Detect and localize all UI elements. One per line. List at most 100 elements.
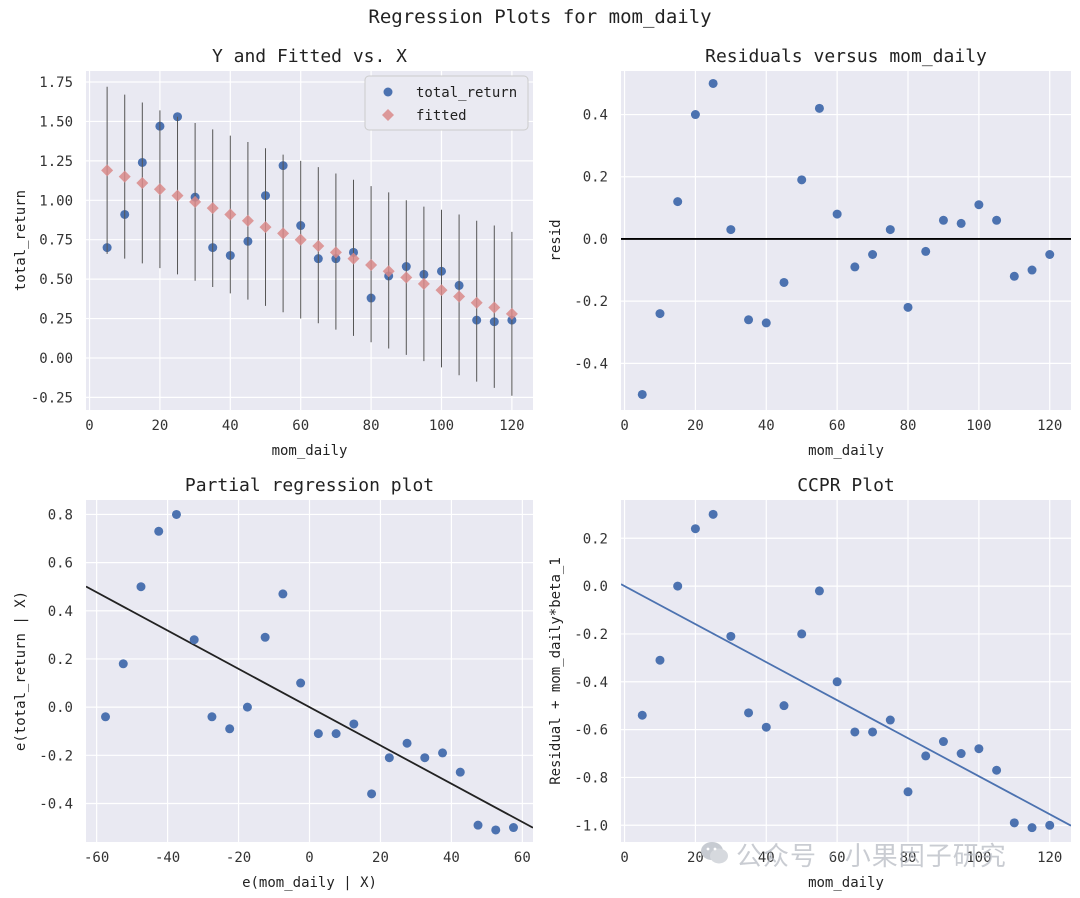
- y-tick-label: 0.25: [39, 312, 73, 328]
- fitted-point: [417, 277, 430, 290]
- data-point: [797, 175, 807, 185]
- y-tick-label: 0.2: [583, 170, 608, 186]
- axes-background: [621, 500, 1071, 842]
- y-tick-label: 0.4: [583, 108, 608, 124]
- data-point: [296, 678, 306, 688]
- fitted-point: [189, 195, 202, 208]
- x-tick-label: -40: [155, 850, 180, 866]
- data-point: [384, 753, 394, 763]
- fitted-point: [224, 208, 237, 221]
- data-point: [491, 825, 501, 835]
- fitted-point: [312, 240, 325, 253]
- data-point: [367, 789, 377, 799]
- x-axis-label: mom_daily: [808, 875, 884, 891]
- y-tick-label: 0.50: [39, 272, 73, 288]
- fitted-point: [347, 252, 360, 265]
- data-point: [101, 712, 111, 722]
- data-point: [455, 767, 465, 777]
- x-tick-label: 20: [151, 418, 168, 434]
- x-tick-label: 40: [222, 418, 239, 434]
- y-tick-label: -0.4: [574, 356, 608, 372]
- x-axis-label: e(mom_daily | X): [242, 875, 377, 891]
- legend-entry: total_return: [416, 85, 517, 101]
- fitted-point: [382, 265, 395, 278]
- data-point: [313, 729, 323, 739]
- fitted-point: [329, 246, 342, 259]
- x-tick-label: 40: [758, 850, 775, 866]
- data-point: [1045, 820, 1055, 830]
- x-tick-label: 100: [966, 418, 991, 434]
- data-point: [420, 753, 430, 763]
- y-axis-label: Residual + mom_daily*beta_1: [548, 557, 564, 785]
- y-tick-label: 0.2: [48, 652, 73, 668]
- data-point: [673, 581, 683, 591]
- x-axis-label: mom_daily: [272, 443, 348, 459]
- data-point: [885, 715, 895, 725]
- x-tick-label: 20: [687, 850, 704, 866]
- x-tick-label: 80: [900, 850, 917, 866]
- plot-area: [101, 86, 518, 396]
- data-point: [189, 635, 199, 645]
- y-axis-label: e(total_return | X): [13, 591, 29, 751]
- x-tick-label: 60: [292, 418, 309, 434]
- x-tick-label: 0: [620, 418, 628, 434]
- plot-area: [86, 509, 533, 835]
- data-point: [921, 751, 931, 761]
- x-tick-label: 120: [1037, 418, 1062, 434]
- y-tick-label: 0.0: [583, 232, 608, 248]
- data-point: [974, 200, 984, 210]
- data-point: [903, 302, 913, 312]
- data-point: [974, 744, 984, 754]
- data-point: [726, 225, 736, 235]
- fitted-point: [400, 271, 413, 284]
- subplot-2: 0 20 40 60 80 100 120 -0.4 -0.2 0.0 0.2 0.4 Residual…: [548, 46, 1071, 459]
- data-point: [690, 110, 700, 120]
- plot-area: [621, 78, 1071, 399]
- x-tick-label: -20: [226, 850, 251, 866]
- subplot-title: Y and Fitted vs. X: [212, 46, 407, 67]
- data-point: [171, 509, 181, 519]
- fitted-point: [101, 164, 114, 177]
- x-tick-label: 80: [363, 418, 380, 434]
- data-point: [673, 197, 683, 207]
- y-tick-label: -0.25: [31, 390, 73, 406]
- y-tick-label: 0.6: [48, 556, 73, 572]
- data-point: [921, 246, 931, 256]
- data-point: [708, 509, 718, 519]
- data-point: [1027, 265, 1037, 275]
- legend-box: [364, 75, 529, 131]
- y-tick-label: 0.8: [48, 507, 73, 523]
- fitted-point: [435, 284, 448, 297]
- data-point: [938, 737, 948, 747]
- data-point: [992, 765, 1002, 775]
- data-point: [1045, 249, 1055, 259]
- x-tick-label: 40: [443, 850, 460, 866]
- data-point: [868, 249, 878, 259]
- y-tick-label: 0.00: [39, 351, 73, 367]
- data-point: [814, 586, 824, 596]
- data-point: [260, 632, 270, 642]
- fit-line: [621, 583, 1071, 827]
- data-point: [938, 215, 948, 225]
- fitted-point: [365, 258, 378, 271]
- fitted-point: [153, 183, 166, 196]
- data-point: [402, 738, 412, 748]
- data-point: [726, 631, 736, 641]
- x-tick-label: 40: [758, 418, 775, 434]
- fitted-point: [277, 227, 290, 240]
- y-tick-label: 0.2: [583, 531, 608, 547]
- y-axis-label: total_return: [13, 190, 29, 291]
- data-point: [708, 78, 718, 88]
- fit-line: [86, 585, 533, 829]
- fitted-point: [259, 221, 272, 234]
- data-point: [814, 103, 824, 113]
- plot-area: [621, 509, 1071, 833]
- data-point: [118, 659, 128, 669]
- data-point: [903, 787, 913, 797]
- y-tick-label: -0.8: [574, 770, 608, 786]
- x-tick-label: 100: [429, 418, 454, 434]
- data-point: [278, 589, 288, 599]
- y-tick-label: 0.0: [583, 579, 608, 595]
